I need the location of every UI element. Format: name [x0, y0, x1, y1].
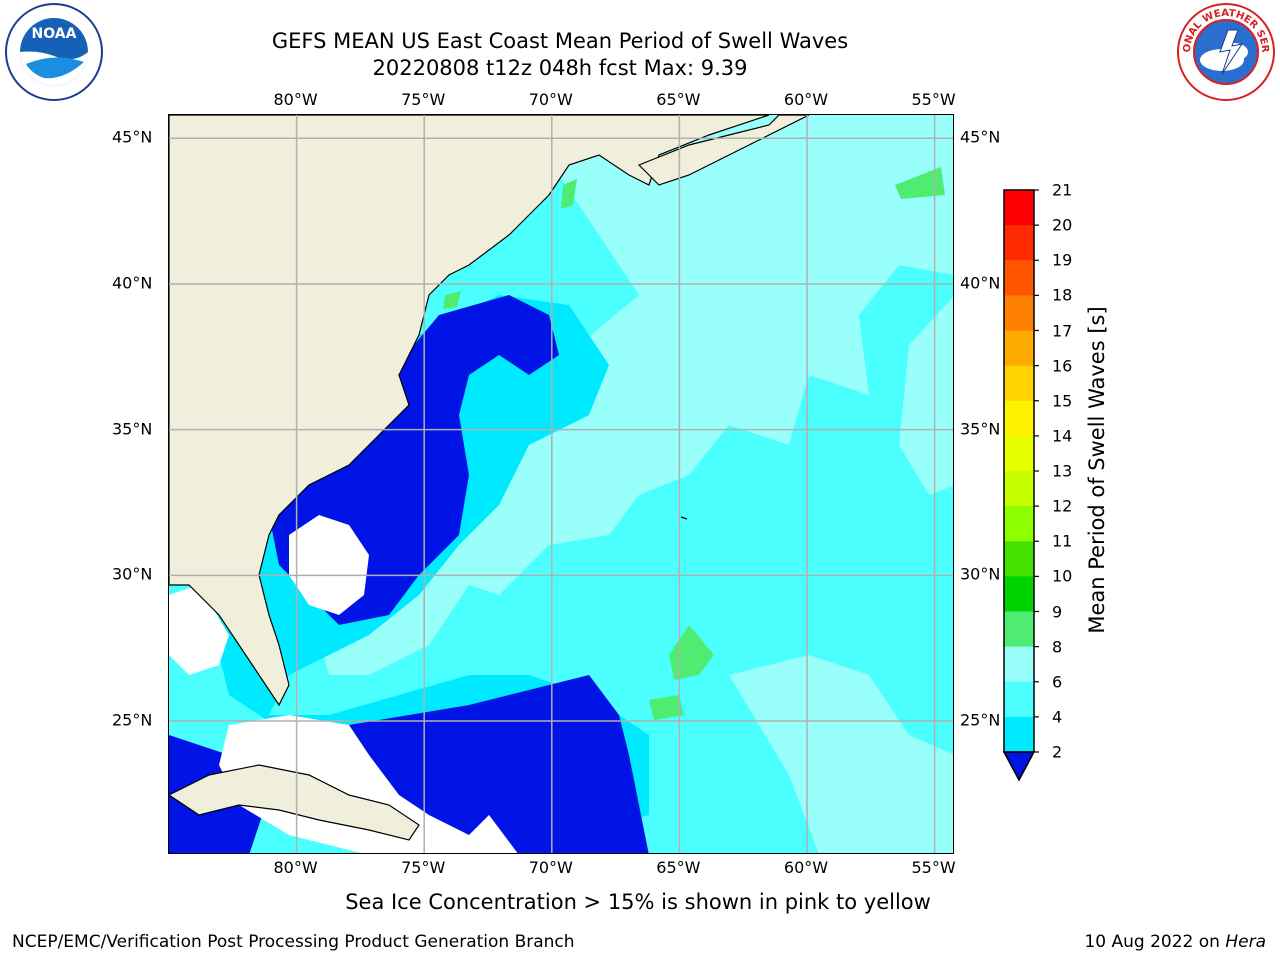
lon-tick-label: 55°W — [911, 90, 956, 109]
colorbar-segment — [1004, 260, 1034, 296]
colorbar-segment — [1004, 225, 1034, 261]
colorbar-segment — [1004, 435, 1034, 472]
colorbar-segment — [1004, 576, 1034, 612]
lat-tick-label: 25°N — [112, 710, 153, 730]
noaa-logo-text: NOAA — [32, 26, 77, 42]
map-panel — [168, 114, 954, 854]
lat-tick-label: 40°N — [112, 273, 153, 293]
swell-region-9-10s-c — [895, 167, 945, 199]
lon-tick-label: 80°W — [273, 858, 318, 877]
colorbar-label: 19 — [1052, 250, 1073, 270]
colorbar-title: Mean Period of Swell Waves [s] — [1085, 306, 1109, 634]
gridlines — [169, 115, 953, 853]
colorbar-segment — [1004, 365, 1034, 402]
colorbar-segment — [1004, 506, 1034, 542]
nodata-patch-bahamas — [219, 715, 518, 853]
colorbar-segment — [1004, 681, 1034, 718]
swell-region-9-10s-a — [669, 625, 714, 680]
footer-date: 10 Aug 2022 on Hera — [1084, 932, 1266, 952]
lat-tick-label: 25°N — [960, 710, 1001, 730]
lat-tick-label: 45°N — [112, 127, 153, 147]
swell-region-9-10s-b — [649, 695, 684, 720]
colorbar-label: 6 — [1052, 672, 1063, 692]
footer-host: Hera — [1225, 932, 1266, 952]
swell-region-8-9s-east — [899, 297, 953, 495]
lat-tick-label: 40°N — [960, 273, 1001, 293]
nws-logo-icon: NATIONAL WEATHER SERVICE — [1176, 2, 1275, 101]
colorbar-segment — [1004, 716, 1034, 753]
colorbar-label: 8 — [1052, 637, 1063, 657]
lat-tick-label: 45°N — [960, 127, 1001, 147]
land-north-america — [169, 115, 770, 707]
lon-tick-label: 65°W — [656, 90, 701, 109]
swell-region-9-10s-e — [443, 291, 461, 309]
colorbar-label: 16 — [1052, 356, 1073, 376]
lon-tick-label: 60°W — [783, 858, 829, 877]
swell-region-9-10s-d — [561, 179, 577, 209]
lat-tick-label: 35°N — [112, 419, 153, 439]
lon-tick-label: 60°W — [783, 90, 829, 109]
colorbar-label: 17 — [1052, 321, 1073, 340]
colorbar-label: 10 — [1052, 566, 1073, 586]
colorbar-label: 18 — [1052, 285, 1073, 305]
colorbar-label: 9 — [1052, 602, 1063, 621]
colorbar-segment — [1004, 646, 1034, 683]
lon-tick-label: 75°W — [401, 90, 446, 109]
noaa-logo-icon: NOAA — [5, 3, 103, 101]
colorbar-label: 2 — [1052, 742, 1063, 762]
lon-tick-label: 55°W — [911, 858, 956, 877]
colorbar-extend-triangle — [1002, 751, 1036, 782]
colorbar-label: 13 — [1052, 461, 1073, 481]
land-bermuda — [680, 516, 688, 520]
lon-tick-label: 70°W — [528, 90, 573, 109]
colorbar-segment — [1004, 190, 1034, 226]
swell-region-8-9s — [319, 115, 953, 675]
colorbar — [1002, 189, 1039, 782]
land-cuba — [169, 764, 420, 841]
colorbar-segment — [1004, 330, 1034, 367]
colorbar-label: 11 — [1052, 531, 1073, 551]
colorbar-label: 14 — [1052, 426, 1073, 446]
nodata-patch-gulf — [169, 585, 229, 675]
lat-tick-label: 30°N — [112, 564, 153, 584]
colorbar-segment — [1004, 611, 1034, 648]
lat-tick-label: 35°N — [960, 419, 1001, 439]
lon-tick-label: 70°W — [528, 858, 573, 877]
footer-date-text: 10 Aug 2022 on — [1084, 932, 1226, 952]
colorbar-label: 15 — [1052, 391, 1073, 411]
colorbar-segment — [1004, 295, 1034, 331]
colorbar-label: 20 — [1052, 215, 1073, 235]
colorbar-label: 4 — [1052, 707, 1063, 727]
chart-subtitle: 20220808 t12z 048h fcst Max: 9.39 — [372, 56, 748, 80]
swell-period-map — [169, 115, 953, 853]
sea-ice-note: Sea Ice Concentration > 15% is shown in … — [345, 890, 931, 914]
colorbar-segment — [1004, 541, 1034, 577]
nodata-patch-carolina — [289, 515, 369, 615]
colorbar-segment — [1004, 400, 1034, 437]
lon-tick-label: 75°W — [401, 858, 446, 877]
swell-region-8-9s-south — [729, 655, 953, 853]
colorbar-segment — [1004, 471, 1034, 507]
chart-title: GEFS MEAN US East Coast Mean Period of S… — [271, 29, 849, 53]
lon-tick-label: 65°W — [656, 858, 701, 877]
lon-tick-label: 80°W — [273, 90, 318, 109]
colorbar-label: 21 — [1052, 180, 1073, 200]
lat-tick-label: 30°N — [960, 564, 1001, 584]
colorbar-label: 12 — [1052, 496, 1073, 516]
footer-credit: NCEP/EMC/Verification Post Processing Pr… — [12, 932, 575, 952]
